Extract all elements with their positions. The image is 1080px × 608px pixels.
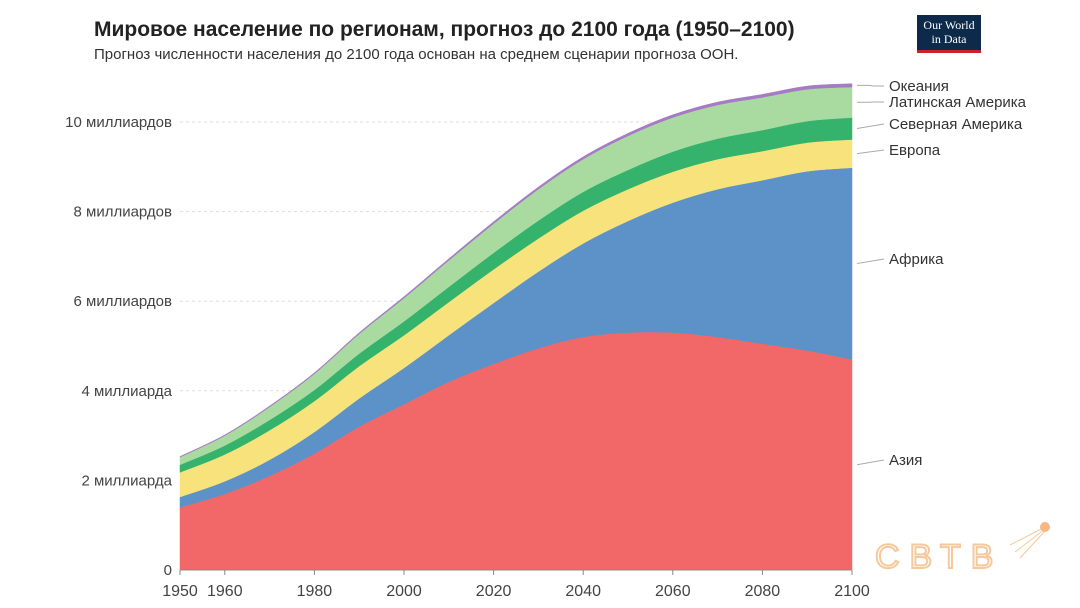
legend-connector (856, 459, 885, 466)
x-tick-label: 2060 (655, 583, 691, 600)
legend-label: Северная Америка (889, 116, 1023, 133)
area-5 (179, 83, 853, 458)
y-tick-label: 4 миллиарда (81, 383, 172, 400)
y-tick-label: 10 миллиардов (65, 114, 172, 131)
legend-connector (856, 149, 885, 155)
x-tick-label: 2100 (834, 583, 870, 600)
chart-title: Мировое население по регионам, прогноз д… (94, 18, 795, 41)
legend-connector (856, 258, 885, 265)
svg-text:СВТВ: СВТВ (875, 538, 1003, 576)
y-tick-label: 6 миллиардов (74, 293, 173, 310)
chart-subtitle: Прогноз численности населения до 2100 го… (94, 46, 739, 63)
legend-label: Европа (889, 142, 941, 159)
owid-logo: Our World in Data (917, 15, 981, 53)
y-tick-label: 2 миллиарда (81, 472, 172, 489)
legend-label: Океания (889, 78, 949, 95)
legend-connector (857, 84, 884, 87)
x-tick-label: 1980 (297, 583, 333, 600)
x-tick-label: 2020 (476, 583, 512, 600)
x-tick-label: 1960 (207, 583, 243, 600)
x-tick-label: 2080 (745, 583, 781, 600)
x-tick-label: 2040 (565, 583, 601, 600)
legend-label: Латинская Америка (889, 94, 1027, 111)
y-tick-label: 8 миллиардов (74, 204, 173, 221)
y-tick-label: 0 (164, 562, 172, 579)
legend-connector (856, 123, 885, 129)
legend-label: Азия (889, 452, 922, 469)
x-tick-label: 1950 (162, 583, 198, 600)
legend-label: Африка (889, 251, 944, 268)
svtv-watermark: СВТВ (874, 522, 1050, 577)
x-tick-label: 2000 (386, 583, 422, 600)
